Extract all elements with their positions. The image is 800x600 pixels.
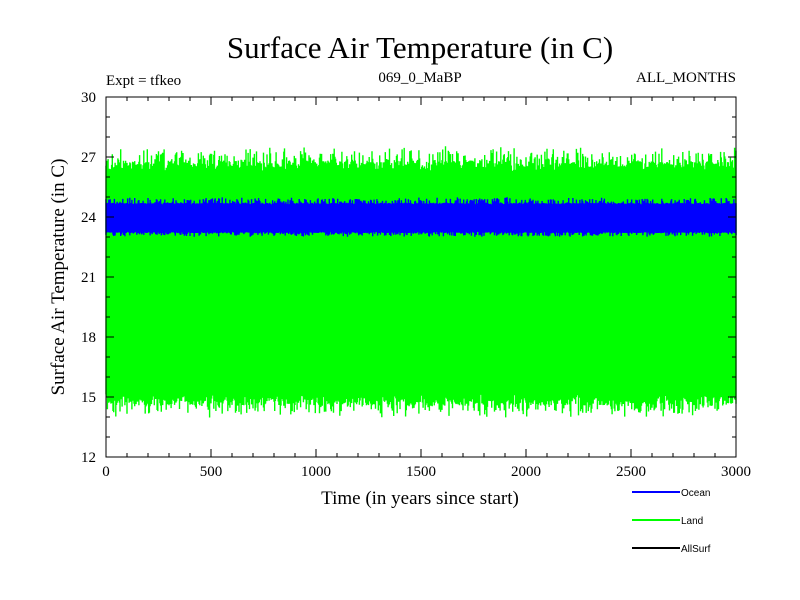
ocean-series-line [105,197,737,237]
y-tick-label: 24 [81,210,97,226]
x-tick-label: 2500 [616,464,646,480]
legend-label-allsurf: AllSurf [681,544,711,555]
chart-subtitle-center: 069_0_MaBP [378,70,461,86]
y-tick-label: 15 [81,390,96,406]
x-tick-label: 2000 [511,464,541,480]
land-series [105,146,737,418]
y-tick-label: 27 [81,150,97,166]
x-tick-label: 3000 [721,464,751,480]
chart-subtitle-left: Expt = tfkeo [106,73,181,89]
x-tick-label: 0 [102,464,110,480]
chart-subtitle-right: ALL_MONTHS [636,70,736,86]
ocean-series [105,197,737,237]
land-series-line [105,146,737,418]
y-tick-labels: 12 15 18 21 24 27 30 [81,90,97,466]
legend-label-land: Land [681,516,703,527]
axis-ticks [105,96,737,458]
x-tick-labels: 0 500 1000 1500 2000 2500 3000 [102,464,751,480]
x-tick-label: 1000 [301,464,331,480]
y-tick-label: 18 [81,330,96,346]
legend-item-land: Land [632,516,703,527]
legend-item-ocean: Ocean [632,488,710,499]
x-axis-label: Time (in years since start) [321,488,519,509]
y-tick-label: 12 [81,450,96,466]
x-tick-label: 500 [200,464,223,480]
y-tick-label: 30 [81,90,96,106]
y-tick-label: 21 [81,270,96,286]
y-axis-label: Surface Air Temperature (in C) [48,159,69,396]
chart-title: Surface Air Temperature (in C) [227,30,613,65]
x-tick-label: 1500 [406,464,436,480]
legend-item-allsurf: AllSurf [632,544,711,555]
legend: Ocean Land AllSurf [632,488,711,555]
legend-label-ocean: Ocean [681,488,710,499]
